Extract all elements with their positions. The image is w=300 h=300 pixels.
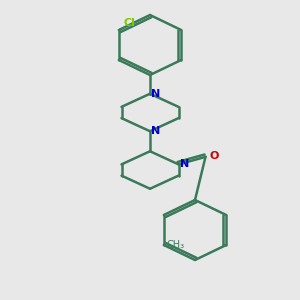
Text: N: N bbox=[152, 126, 161, 136]
Text: N: N bbox=[152, 89, 161, 99]
Text: O: O bbox=[209, 151, 218, 160]
Text: Cl: Cl bbox=[123, 17, 135, 28]
Text: N: N bbox=[180, 159, 189, 170]
Text: CH₃: CH₃ bbox=[167, 240, 185, 250]
